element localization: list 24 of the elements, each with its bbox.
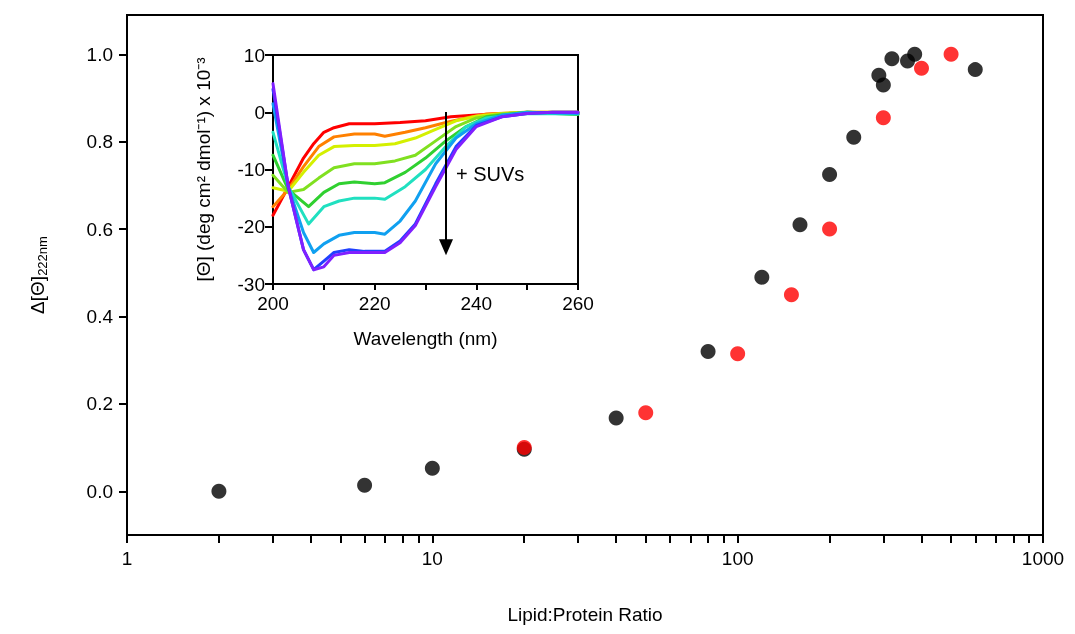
y-axis-title: Δ[Θ]222nm <box>27 236 50 314</box>
x-tick-label: 10 <box>421 548 443 569</box>
x-tick-label: 240 <box>460 293 493 314</box>
y-tick-label: -30 <box>237 273 265 295</box>
y-axis-title: [Θ] (deg cm² dmol⁻¹) x 10⁻³ <box>193 57 214 282</box>
y-tick-label: 0 <box>254 101 265 123</box>
y-tick-label: -20 <box>237 216 265 238</box>
y-tick-label: 1.0 <box>86 43 113 65</box>
x-tick-label: 1000 <box>1021 548 1065 569</box>
y-tick-label: -10 <box>237 159 265 180</box>
x-tick-label: 1 <box>121 548 133 569</box>
y-tick-label: 0.4 <box>86 306 114 328</box>
y-tick-label: 0.6 <box>86 218 113 240</box>
x-tick-label: 100 <box>721 548 754 569</box>
y-tick-label: 0.0 <box>86 480 113 502</box>
y-tick-label: 0.8 <box>86 131 113 153</box>
x-axis-title: Lipid:Protein Ratio <box>507 604 663 625</box>
y-tick-label: 10 <box>243 44 265 66</box>
x-axis-title: Wavelength (nm) <box>353 328 498 349</box>
x-tick-label: 220 <box>358 293 391 314</box>
y-tick-label: 0.2 <box>86 393 113 415</box>
x-tick-label: 200 <box>257 293 289 314</box>
x-tick-label: 260 <box>562 293 594 314</box>
annotation: + SUVs <box>456 162 525 185</box>
